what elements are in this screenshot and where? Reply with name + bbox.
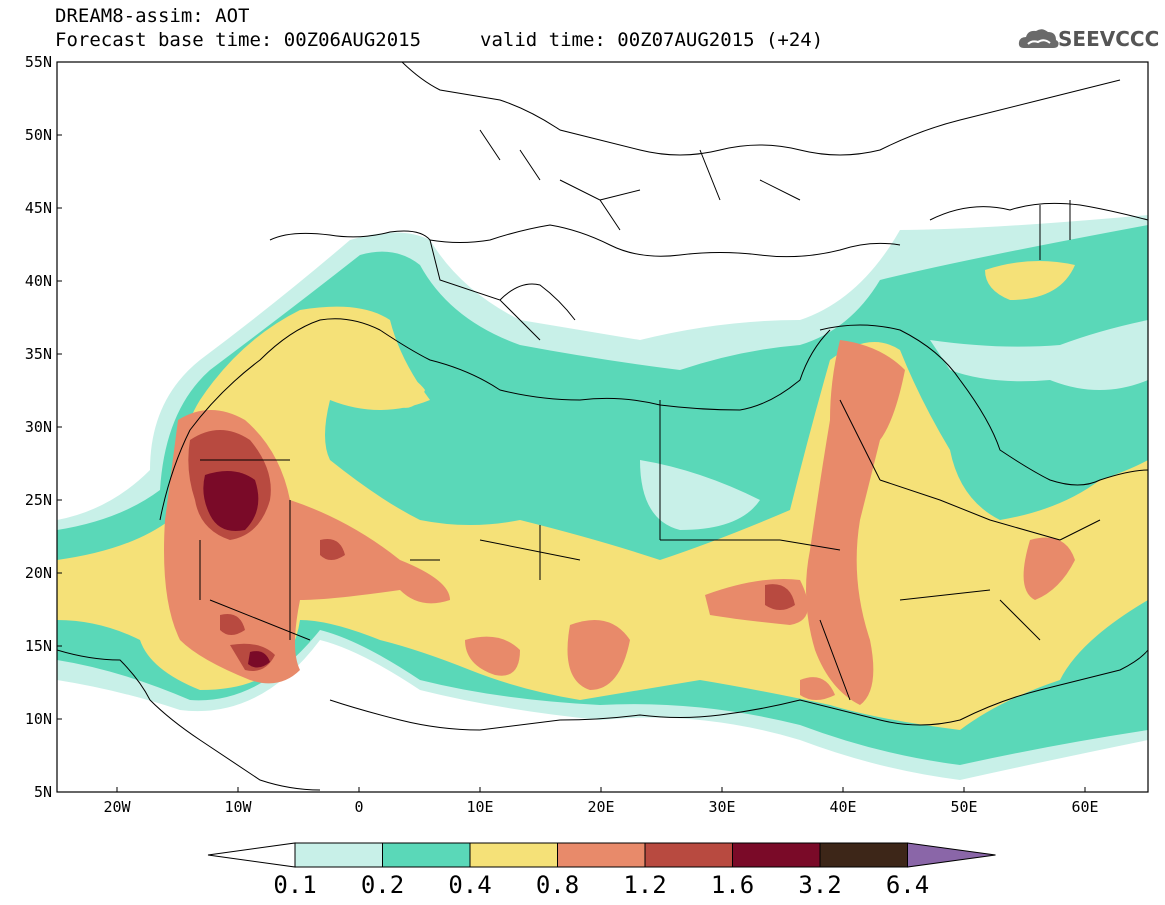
lat-tick-label: 45N [25,199,52,217]
lon-tick-label: 10E [466,798,493,816]
valid-time: valid time: 00Z07AUG2015 (+24) [480,29,824,51]
lon-tick-label: 40E [829,798,856,816]
lon-tick-label: 0 [354,798,363,816]
lon-tick-label: 60E [1071,798,1098,816]
lat-tick-label: 40N [25,272,52,290]
colorbar-max-arrow [907,842,996,868]
logo-text: SEEVCCC [1058,27,1160,51]
lon-tick-label: 30E [708,798,735,816]
lat-tick-label: 25N [25,491,52,509]
latitude-axis: 55N 50N 45N 40N 35N 30N 25N 20N 15N 10N 5N [25,53,62,801]
colorbar-level-label: 0.2 [361,871,404,899]
lat-tick-label: 35N [25,345,52,363]
lon-tick-label: 20W [103,798,131,816]
colorbar-swatch [294,842,383,868]
aot-field [57,62,1148,792]
lon-tick-label: 20E [587,798,614,816]
lon-tick-label: 50E [950,798,977,816]
colorbar-level-label: 3.2 [798,871,841,899]
colorbar-min-arrow [207,842,296,868]
colorbar-level-label: 0.4 [448,871,491,899]
lat-tick-label: 55N [25,53,52,71]
lat-tick-label: 15N [25,637,52,655]
colorbar-level-label: 1.2 [623,871,666,899]
lat-tick-label: 5N [34,783,52,801]
coastlines [57,62,1148,791]
colorbar-swatch [644,842,733,868]
colorbar-level-label: 6.4 [886,871,929,899]
aot-band-1.6 [203,471,259,531]
colorbar: 0.1 0.2 0.4 0.8 1.2 1.6 3.2 6.4 [207,842,996,899]
colorbar-level-label: 0.1 [273,871,316,899]
longitude-axis: 20W 10W 0 10E 20E 30E 40E 50E 60E [103,787,1099,816]
forecast-base-time: Forecast base time: 00Z06AUG2015 [55,29,422,51]
lat-tick-label: 50N [25,126,52,144]
lon-tick-label: 10W [224,798,252,816]
colorbar-level-label: 0.8 [536,871,579,899]
colorbar-swatch [732,842,821,868]
colorbar-level-label: 1.6 [711,871,754,899]
colorbar-swatch [469,842,558,868]
colorbar-swatch [382,842,471,868]
lat-tick-label: 10N [25,710,52,728]
chart-title: DREAM8-assim: AOT [55,5,250,27]
colorbar-swatch [557,842,646,868]
cloud-icon [1018,29,1059,48]
colorbar-swatch [819,842,908,868]
lat-tick-label: 30N [25,418,52,436]
lat-tick-label: 20N [25,564,52,582]
